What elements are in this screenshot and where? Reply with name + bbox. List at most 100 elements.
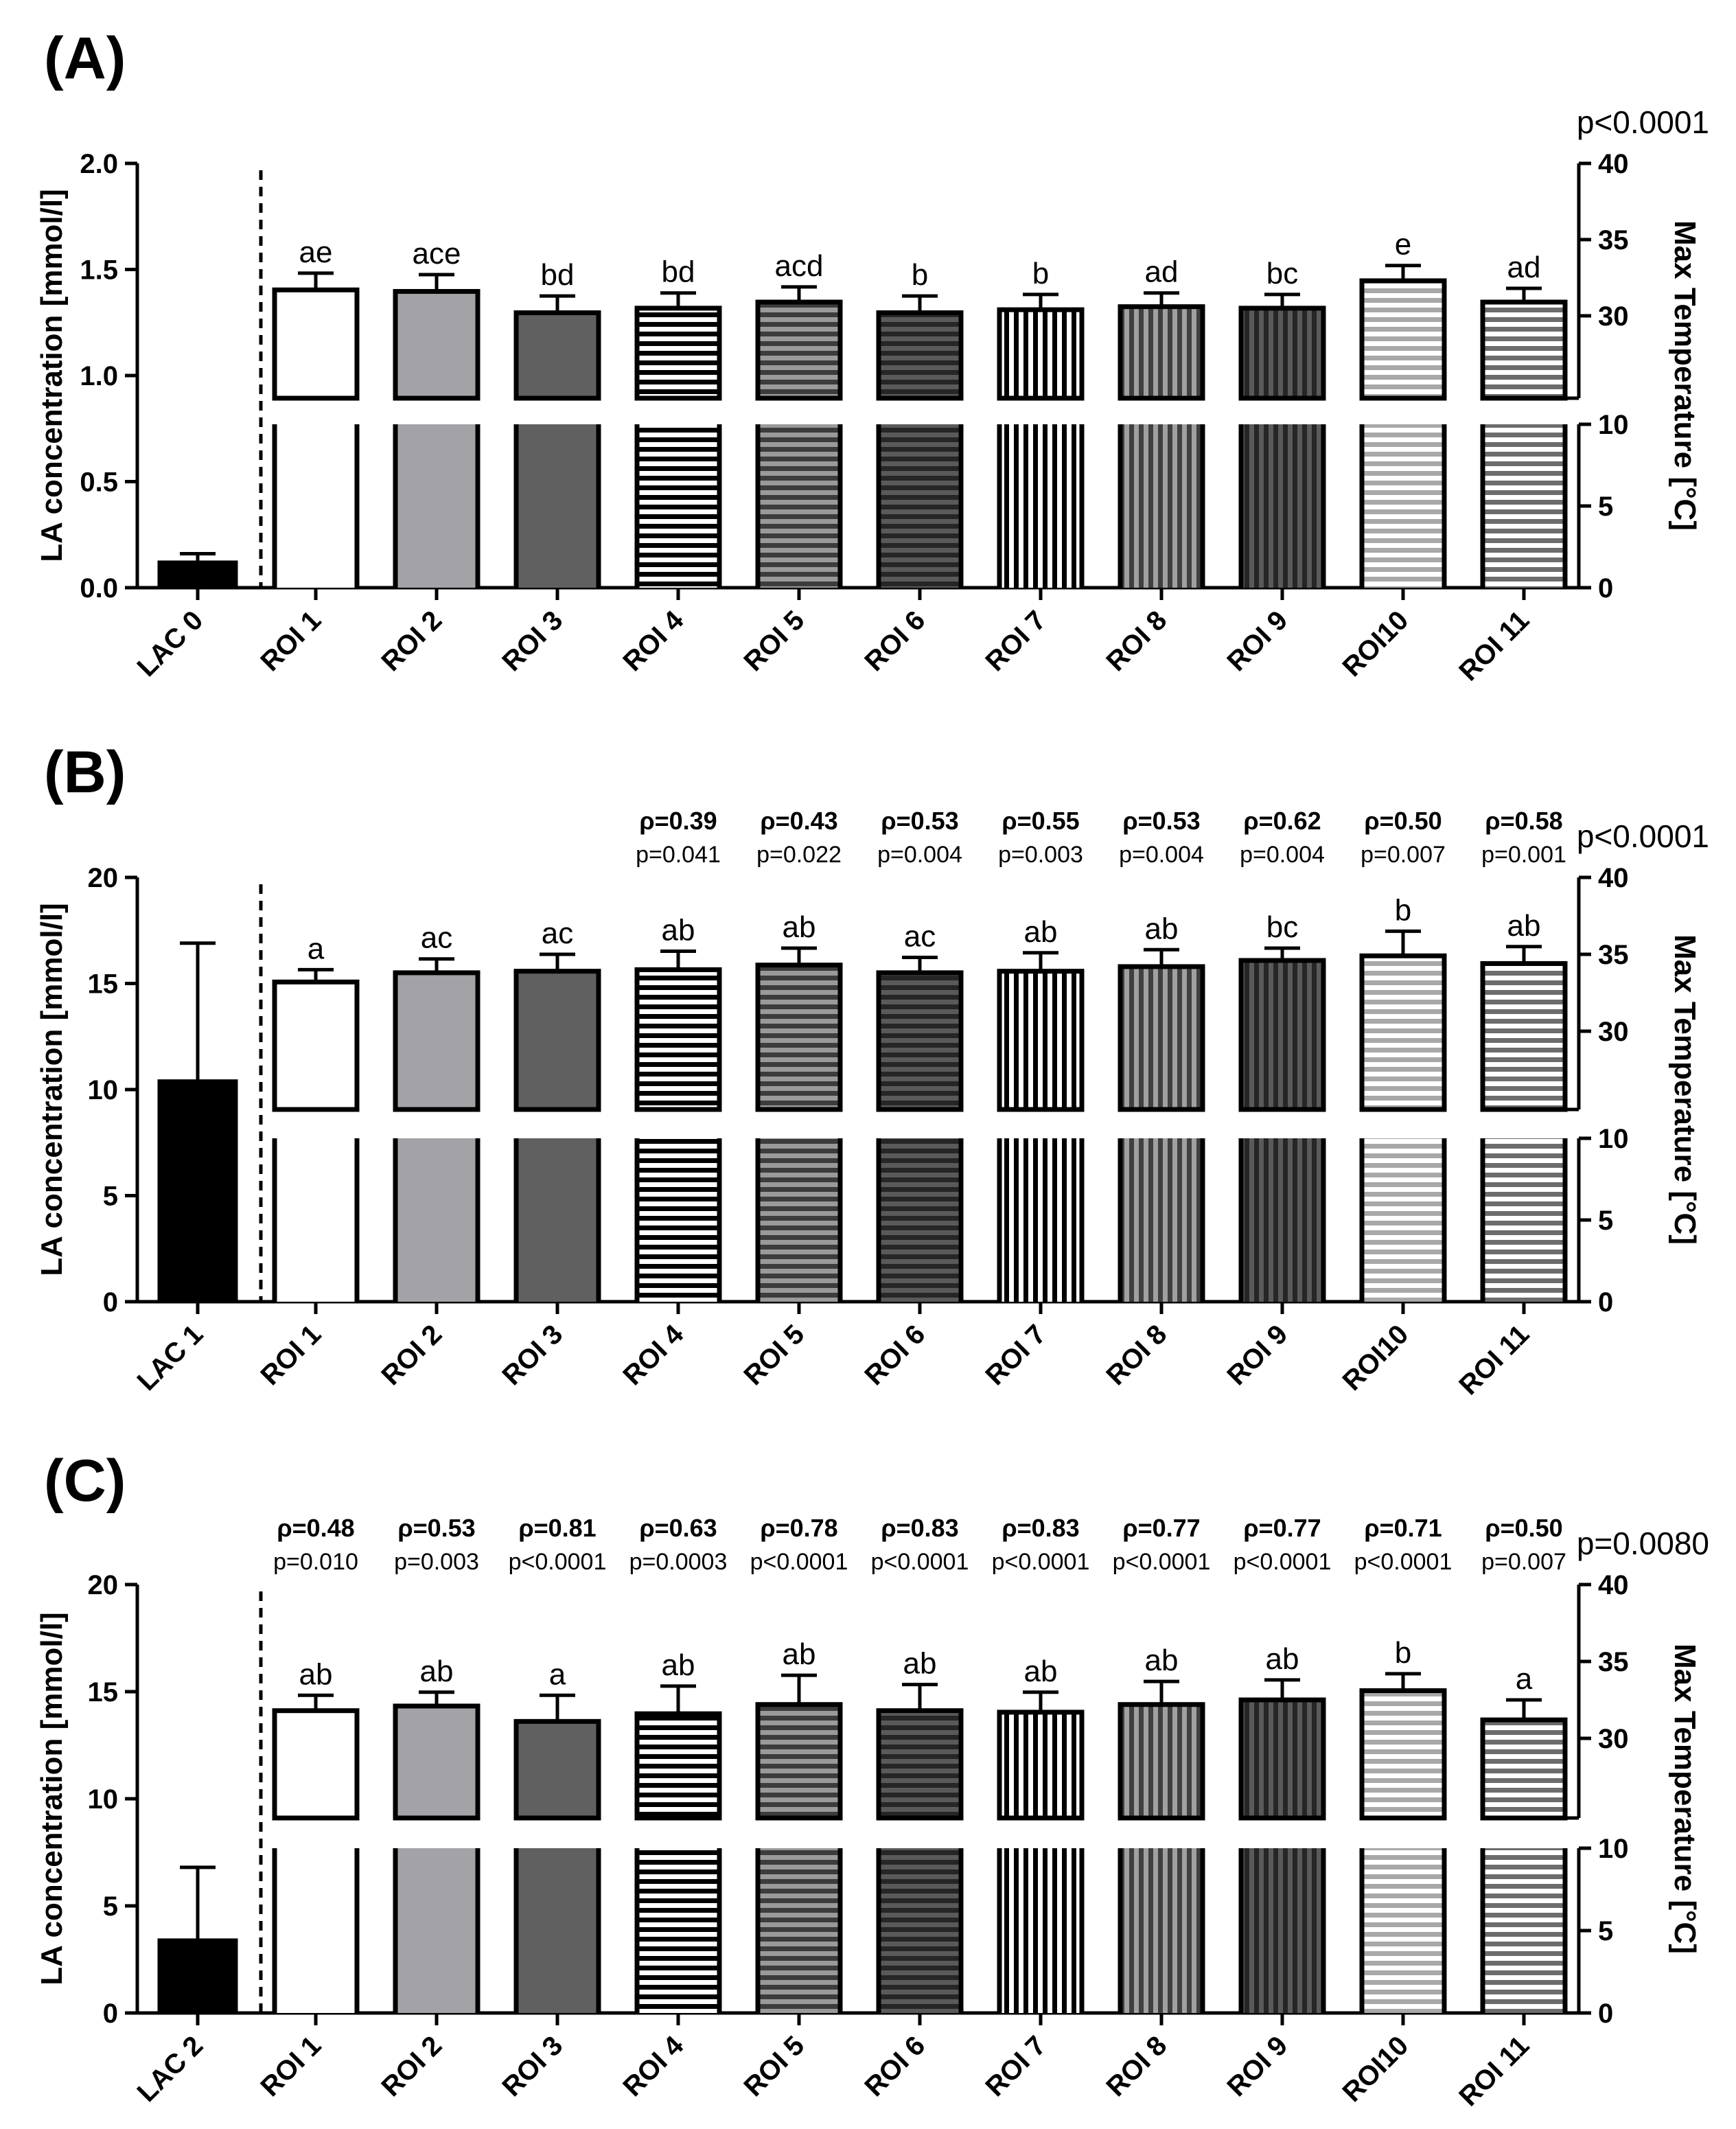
- correlation-p: p=0.001: [1481, 842, 1566, 868]
- category-label: ROI 5: [738, 2030, 810, 2102]
- temperature-bar-7: ab: [997, 1655, 1085, 2013]
- temperature-bar-11: ad: [1480, 251, 1568, 588]
- category-label: ROI 11: [1453, 605, 1535, 687]
- temperature-bar-upper: [997, 969, 1085, 1112]
- correlation-p: p=0.004: [877, 842, 962, 868]
- left-tick-label: 5: [103, 1891, 118, 1922]
- right-tick-label: 40: [1598, 1570, 1629, 1600]
- correlation-rho: ρ=0.55: [1002, 807, 1079, 835]
- temperature-bar-upper: [876, 1708, 964, 1821]
- temperature-bar-lower: [879, 424, 961, 588]
- significance-letters: b: [1395, 893, 1411, 927]
- significance-letters: ac: [904, 919, 936, 953]
- significance-letters: a: [308, 932, 325, 965]
- left-tick-label: 5: [103, 1182, 118, 1212]
- temperature-bar-3: bd: [513, 258, 601, 588]
- significance-letters: b: [912, 258, 928, 292]
- significance-letters: ab: [662, 914, 695, 947]
- category-label: ROI 7: [980, 2030, 1052, 2102]
- significance-letters: ab: [903, 1647, 937, 1681]
- left-tick-label: 1.0: [80, 361, 118, 391]
- correlation-rho: ρ=0.50: [1364, 807, 1442, 835]
- correlation-p: p=0.004: [1240, 842, 1325, 868]
- temperature-bar-9: bc: [1238, 910, 1326, 1302]
- category-label: ROI 2: [375, 1319, 448, 1391]
- significance-letters: bc: [1266, 910, 1298, 944]
- temperature-bar-lower: [879, 1138, 961, 1302]
- correlation-p: p=0.0003: [629, 1549, 728, 1575]
- temperature-bar-lower: [1483, 1138, 1565, 1302]
- temperature-bar-lower: [395, 1848, 478, 2013]
- correlation-rho: ρ=0.77: [1122, 1514, 1200, 1542]
- correlation-rho: ρ=0.53: [1122, 807, 1200, 835]
- temperature-bar-lower: [1483, 424, 1565, 588]
- category-label: ROI 1: [255, 1319, 327, 1391]
- left-tick-label: 10: [88, 1075, 119, 1105]
- category-label: ROI 7: [980, 1319, 1052, 1391]
- temperature-bar-9: bc: [1238, 257, 1326, 588]
- temperature-bar-lower: [1362, 424, 1444, 588]
- temperature-bar-lower: [758, 424, 840, 588]
- temperature-bar-lower: [999, 1848, 1082, 2013]
- temperature-bar-lower: [999, 424, 1082, 588]
- significance-letters: ad: [1145, 255, 1179, 289]
- correlation-rho: ρ=0.48: [277, 1514, 354, 1542]
- significance-letters: ab: [783, 910, 816, 944]
- significance-letters: ab: [1145, 912, 1179, 945]
- temperature-bar-upper: [634, 1711, 722, 1821]
- left-tick-label: 0.5: [80, 468, 118, 498]
- category-label: ROI 8: [1100, 1319, 1172, 1391]
- temperature-bar-8: ab: [1118, 912, 1205, 1302]
- temperature-bar-lower: [1120, 424, 1203, 588]
- temperature-bar-lower: [275, 1848, 357, 2013]
- temperature-bar-lower: [395, 424, 478, 588]
- temperature-bar-upper: [513, 1718, 601, 1821]
- category-label: LAC 0: [132, 605, 209, 682]
- category-label: ROI 11: [1453, 2030, 1535, 2112]
- temperature-bar-7: b: [997, 257, 1085, 588]
- category-label: ROI 2: [375, 2030, 448, 2102]
- category-label: ROI 3: [496, 1319, 568, 1391]
- temperature-bar-upper: [1238, 1697, 1326, 1821]
- left-axis-title: LA concentration [mmol/l]: [35, 189, 69, 562]
- temperature-bar-upper: [876, 310, 964, 401]
- temperature-bar-2: ab: [393, 1655, 481, 2013]
- temperature-bar-upper: [997, 1710, 1085, 1821]
- temperature-bar-6: ab: [876, 1647, 964, 2013]
- panel-label: (C): [44, 1448, 126, 1514]
- correlation-rho: ρ=0.78: [760, 1514, 837, 1542]
- temperature-bar-lower: [879, 1848, 961, 2013]
- right-tick-label: 10: [1598, 1834, 1629, 1864]
- temperature-bar-upper: [272, 1708, 360, 1821]
- temperature-bar-lower: [758, 1848, 840, 2013]
- significance-letters: ab: [420, 1655, 454, 1688]
- temperature-bar-4: ab: [634, 1648, 722, 2013]
- correlation-p: p=0.022: [756, 842, 842, 868]
- correlation-p: p<0.0001: [1354, 1549, 1453, 1575]
- temperature-bar-lower: [999, 1138, 1082, 1302]
- left-tick-label: 1.5: [80, 255, 118, 286]
- temperature-bar-8: ab: [1118, 1644, 1205, 2013]
- temperature-bar-2: ace: [393, 237, 481, 588]
- temperature-bar-lower: [758, 1138, 840, 1302]
- temperature-bar-lower: [516, 1138, 599, 1302]
- significance-letters: bd: [541, 258, 575, 292]
- temperature-bar-upper: [1118, 1702, 1205, 1821]
- temperature-bar-upper: [634, 967, 722, 1112]
- correlation-p: p<0.0001: [1234, 1549, 1332, 1575]
- right-tick-label: 5: [1598, 492, 1613, 522]
- lactate-bar: [157, 1079, 238, 1304]
- significance-letters: acd: [775, 249, 824, 283]
- correlation-p: p=0.007: [1361, 842, 1446, 868]
- significance-letters: ab: [662, 1648, 695, 1682]
- temperature-bar-upper: [1118, 304, 1205, 401]
- correlation-p: p=0.007: [1481, 1549, 1566, 1575]
- temperature-bar-lower: [1241, 1848, 1323, 2013]
- category-label: ROI 5: [738, 1319, 810, 1391]
- right-tick-label: 35: [1598, 225, 1629, 255]
- temperature-bar-upper: [1118, 964, 1205, 1112]
- right-tick-label: 10: [1598, 1124, 1629, 1154]
- temperature-bar-upper: [997, 307, 1085, 401]
- temperature-bar-upper: [513, 310, 601, 401]
